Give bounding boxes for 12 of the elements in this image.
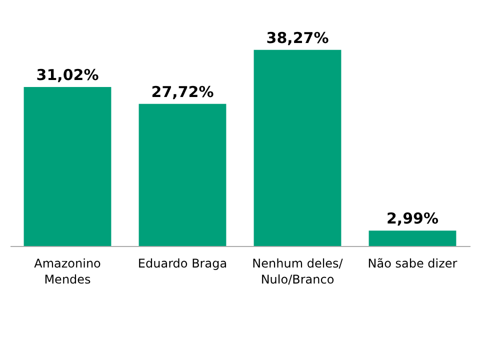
x-tick-label: Nenhum deles/Nulo/Branco	[252, 256, 344, 286]
x-tick-label: Amazonino Mendes	[34, 256, 101, 286]
bar	[368, 230, 456, 246]
data-label: 27,72%	[151, 82, 214, 101]
bar	[24, 87, 112, 246]
data-label: 2,99%	[386, 210, 439, 228]
bar	[138, 104, 226, 246]
x-tick-label: Não sabe dizer	[368, 256, 458, 270]
data-label: 31,02%	[36, 66, 99, 84]
x-tick-label: Eduardo Braga	[138, 256, 228, 270]
data-label: 38,27%	[266, 28, 329, 47]
bar	[254, 50, 342, 246]
